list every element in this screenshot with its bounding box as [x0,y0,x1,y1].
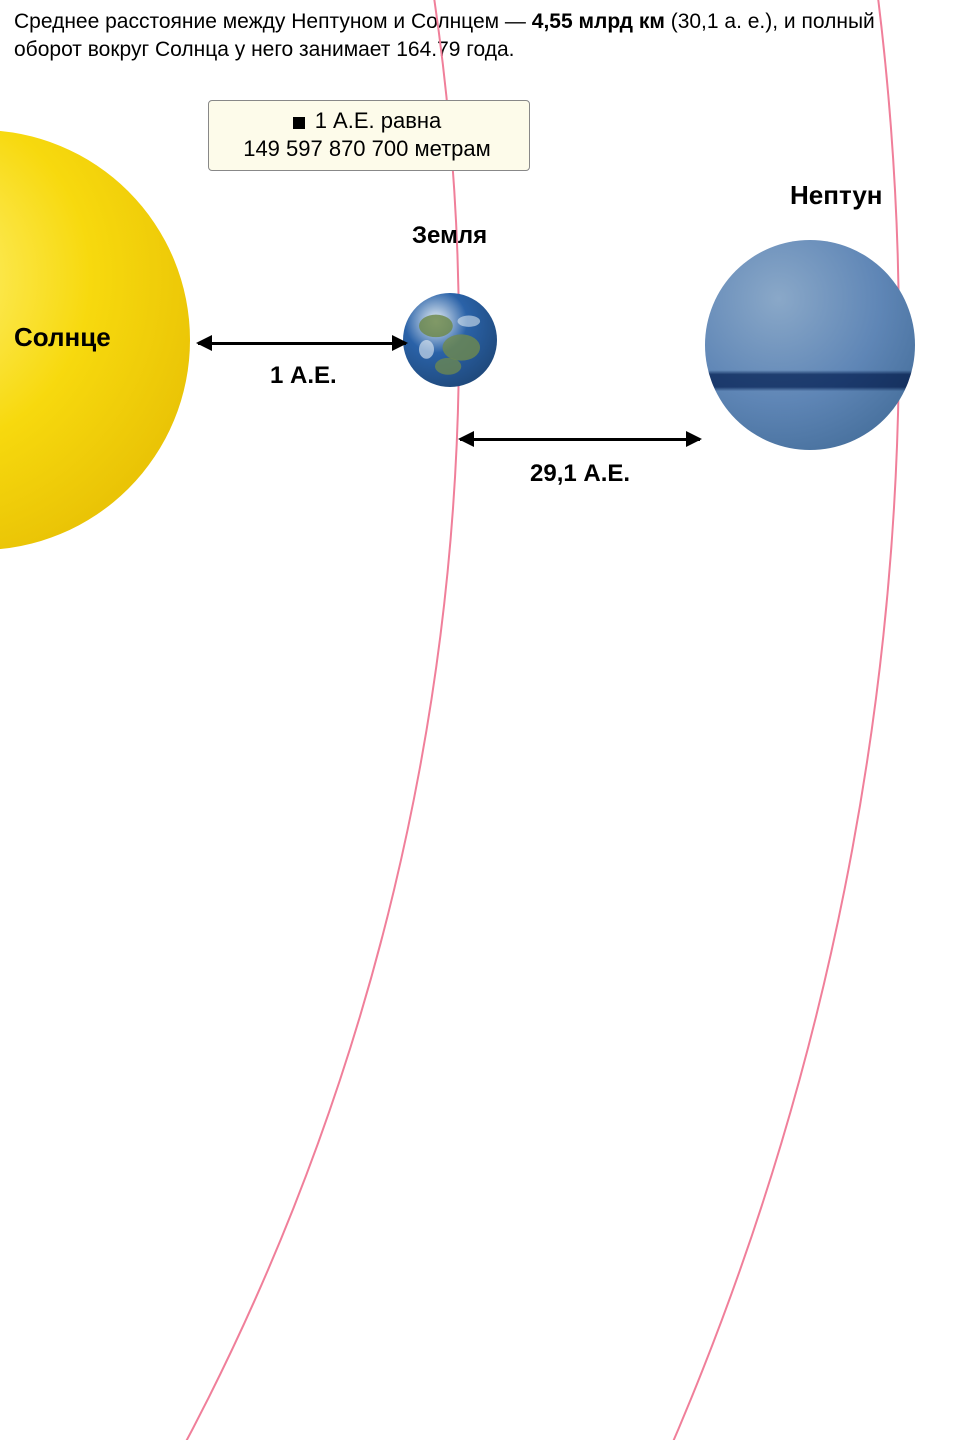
earth-neptune-arrow-right [686,431,702,447]
neptune-label: Нептун [790,180,883,211]
sun-earth-distance-label: 1 А.Е. [270,362,337,390]
au-definition-box: 1 А.Е. равна 149 597 870 700 метрам [208,100,530,171]
sun-earth-arrow-left [196,335,212,351]
earth-body [403,293,497,387]
earth-neptune-distance-label: 29,1 А.Е. [530,460,630,488]
earth-neptune-arrow-line [460,438,700,441]
au-diagram: Солнце Земля Нептун 1 А.Е. равна 149 597… [0,80,960,680]
neptune-body [705,240,915,450]
au-box-line1: 1 А.Е. равна [223,107,511,135]
sun-label: Солнце [14,322,111,353]
earth-icon [403,293,497,387]
earth-neptune-arrow-left [458,431,474,447]
sun-earth-arrow-right [392,335,408,351]
au-box-line2: 149 597 870 700 метрам [223,135,511,163]
sun-earth-arrow-line [198,342,406,345]
earth-label: Земля [412,222,487,250]
au-box-line1-text: 1 А.Е. равна [315,108,442,133]
square-icon [293,117,305,129]
